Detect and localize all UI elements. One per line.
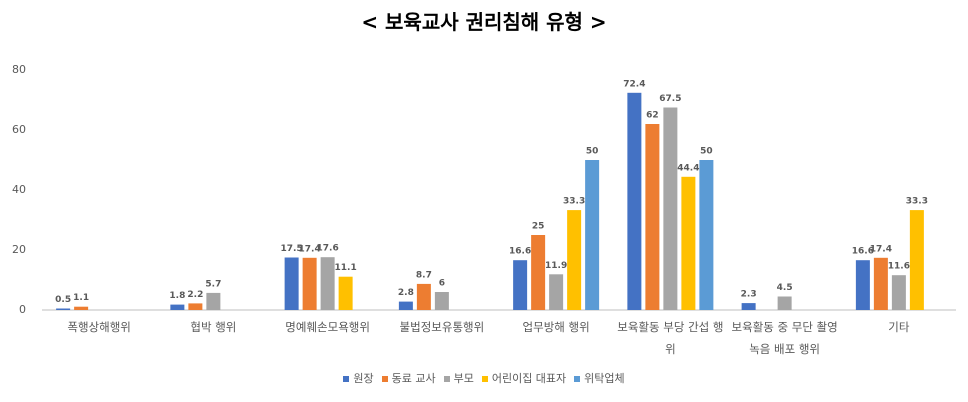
bar	[416, 283, 431, 310]
data-label: 33.3	[563, 197, 585, 207]
legend-item: 부모	[443, 370, 474, 386]
data-label: 11.9	[545, 261, 567, 271]
bar	[284, 257, 299, 310]
bar	[741, 303, 756, 310]
y-tick-label: 0	[19, 303, 26, 316]
bar	[170, 304, 185, 310]
x-tick-label: 폭행상해행위	[67, 320, 131, 334]
data-label: 17.5	[281, 244, 303, 254]
bar	[320, 257, 335, 310]
legend-item: 위탁업체	[574, 370, 625, 386]
data-label: 2.2	[187, 290, 203, 300]
data-label: 17.4	[870, 244, 892, 254]
x-tick-label: 보육활동 부당 간섭 행위	[617, 320, 724, 356]
data-label: 1.8	[169, 291, 185, 301]
legend-label: 부모	[453, 372, 474, 385]
data-label: 16.6	[852, 247, 874, 257]
x-tick-label: 기타	[888, 320, 910, 334]
data-label: 2.8	[398, 288, 414, 298]
data-label: 2.3	[741, 290, 757, 300]
bar	[891, 275, 906, 310]
data-label: 11.1	[335, 263, 357, 273]
data-label: 5.7	[205, 279, 221, 289]
bar	[513, 260, 528, 310]
data-label: 50	[700, 147, 713, 157]
legend-label: 위탁업체	[584, 372, 625, 385]
data-label: 72.4	[623, 79, 645, 89]
data-label: 50	[586, 147, 599, 157]
bar	[777, 296, 792, 310]
y-tick-label: 20	[12, 243, 26, 256]
bar	[188, 303, 203, 310]
data-label: 6	[439, 279, 445, 289]
bar	[645, 124, 660, 310]
data-label: 17.4	[299, 244, 321, 254]
x-tick-label: 보육활동 중 무단 촬영녹음 배포 행위	[731, 320, 838, 356]
x-tick-label: 업무방해 행위	[522, 320, 590, 334]
data-label: 44.4	[677, 163, 699, 173]
legend-swatch	[574, 376, 581, 382]
bar	[302, 257, 317, 310]
bar	[434, 292, 449, 310]
bar	[74, 306, 89, 310]
bar	[681, 176, 696, 310]
bar	[567, 210, 582, 310]
data-label: 4.5	[777, 283, 793, 293]
data-label: 17.6	[317, 244, 339, 254]
data-label: 33.3	[906, 197, 928, 207]
legend-item: 동료 교사	[381, 370, 436, 386]
legend-swatch	[343, 376, 350, 382]
data-label: 25	[532, 222, 545, 232]
data-label: 1.1	[73, 293, 89, 303]
legend-item: 원장	[343, 370, 374, 386]
data-label: 8.7	[416, 270, 432, 280]
legend-item: 어린이집 대표자	[481, 370, 567, 386]
legend-swatch	[381, 376, 388, 382]
y-tick-label: 60	[12, 123, 26, 136]
legend-swatch	[481, 376, 488, 382]
bar	[663, 107, 678, 310]
legend-swatch	[443, 376, 450, 382]
x-tick-label: 명예훼손모욕행위	[285, 320, 370, 334]
bar	[398, 301, 413, 310]
bar	[855, 260, 870, 310]
bar	[627, 92, 642, 310]
bar	[909, 210, 924, 310]
data-label: 67.5	[659, 94, 681, 104]
bar	[531, 235, 546, 310]
y-tick-label: 40	[12, 183, 26, 196]
legend-label: 어린이집 대표자	[491, 372, 567, 385]
bar	[549, 274, 564, 310]
bar	[699, 160, 714, 310]
data-label: 11.6	[888, 262, 910, 272]
x-tick-label: 불법정보유통행위	[399, 320, 485, 334]
legend-label: 원장	[353, 372, 374, 385]
y-tick-label: 80	[12, 63, 26, 76]
data-label: 0.5	[55, 295, 71, 305]
bar	[206, 292, 221, 310]
legend-label: 동료 교사	[391, 372, 436, 385]
data-label: 62	[646, 111, 659, 121]
bar	[873, 257, 888, 310]
bar	[338, 276, 353, 310]
x-tick-label: 협박 행위	[190, 320, 237, 334]
bar	[585, 160, 600, 310]
bar	[56, 308, 71, 310]
data-label: 16.6	[509, 247, 531, 257]
legend: 원장 동료 교사 부모 어린이집 대표자 위탁업체	[0, 370, 968, 386]
chart-title: < 보육교사 권리침해 유형 >	[361, 10, 607, 34]
